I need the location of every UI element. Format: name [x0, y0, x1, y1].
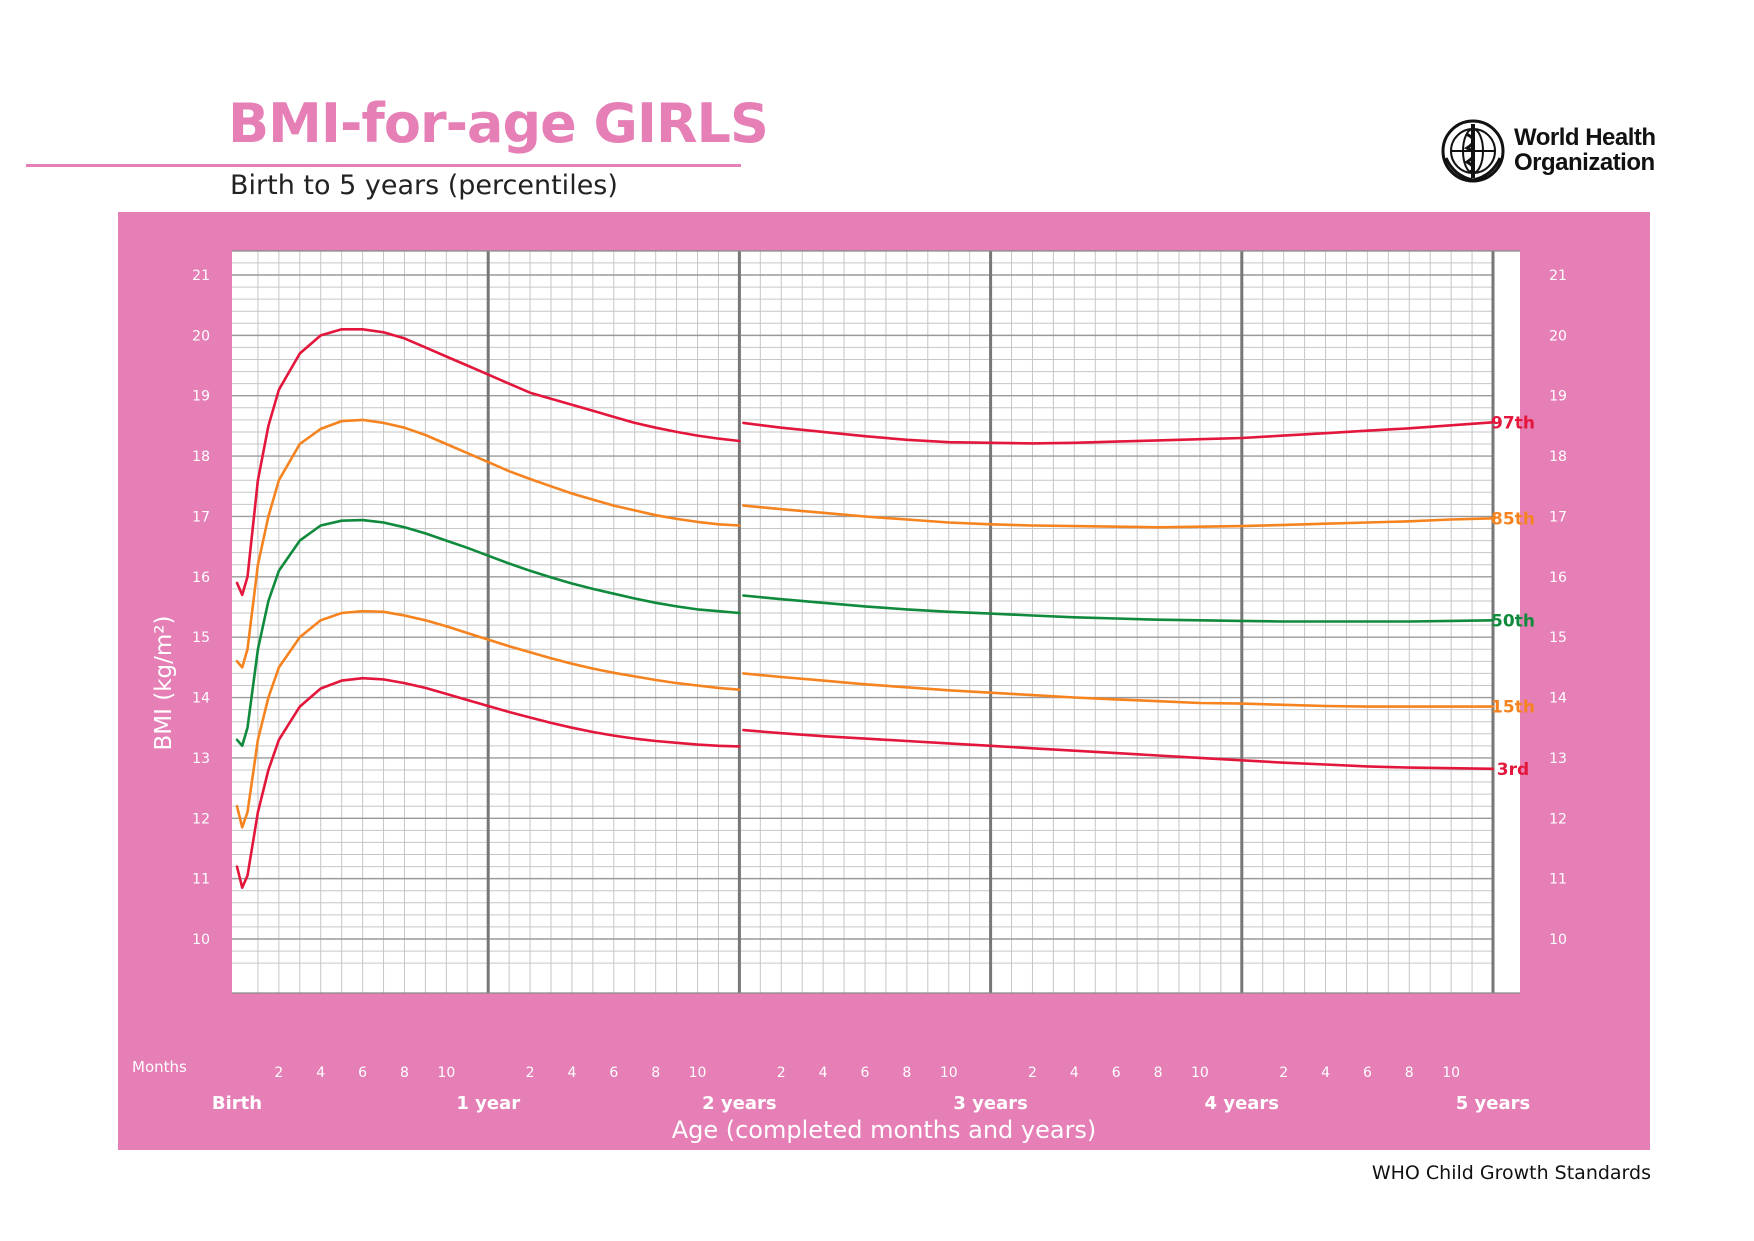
- who-name-line1: World Health: [1514, 124, 1656, 151]
- month-tick-label: 10: [940, 1065, 958, 1081]
- percentile-line-50th-2y-to-5y: [742, 594, 1495, 623]
- y-tick-label-right: 15: [1549, 630, 1567, 646]
- month-tick-label: 8: [1154, 1065, 1163, 1081]
- y-tick-label-left: 20: [192, 328, 210, 344]
- month-tick-label: 6: [609, 1065, 618, 1081]
- month-tick-label: 6: [1363, 1065, 1372, 1081]
- month-tick-label: 8: [400, 1065, 409, 1081]
- month-tick-label: 8: [651, 1065, 660, 1081]
- year-tick-label: 3 years: [953, 1093, 1027, 1114]
- month-tick-label: 2: [1028, 1065, 1037, 1081]
- y-tick-label-left: 14: [192, 691, 210, 707]
- year-tick-label: 5 years: [1456, 1093, 1530, 1114]
- y-tick-label-left: 12: [192, 811, 210, 827]
- y-tick-label-left: 15: [192, 630, 210, 646]
- y-tick-label-right: 14: [1549, 691, 1567, 707]
- y-tick-label-right: 11: [1549, 872, 1567, 888]
- percentile-line-3rd-2y-to-5y: [742, 728, 1495, 771]
- y-tick-label-right: 21: [1549, 268, 1567, 284]
- y-tick-label-left: 11: [192, 872, 210, 888]
- y-tick-label-left: 17: [192, 509, 210, 525]
- y-tick-label-left: 10: [192, 932, 210, 948]
- month-tick-label: 10: [689, 1065, 707, 1081]
- month-tick-label: 4: [316, 1065, 325, 1081]
- month-tick-label: 6: [358, 1065, 367, 1081]
- month-tick-label: 2: [1279, 1065, 1288, 1081]
- who-name-line2: Organization: [1514, 149, 1655, 176]
- year-tick-label: 1 year: [456, 1093, 520, 1114]
- y-tick-label-right: 10: [1549, 932, 1567, 948]
- month-tick-label: 10: [1442, 1065, 1460, 1081]
- footer-source: WHO Child Growth Standards: [1371, 1162, 1651, 1184]
- y-tick-label-right: 20: [1549, 328, 1567, 344]
- month-tick-label: 4: [1070, 1065, 1079, 1081]
- y-tick-label-right: 13: [1549, 751, 1567, 767]
- month-tick-label: 8: [902, 1065, 911, 1081]
- month-tick-label: 4: [567, 1065, 576, 1081]
- percentile-label-3rd: 3rd: [1497, 760, 1529, 780]
- y-tick-label-left: 13: [192, 751, 210, 767]
- month-tick-label: 10: [437, 1065, 455, 1081]
- year-tick-label: 2 years: [702, 1093, 776, 1114]
- y-tick-label-right: 18: [1549, 449, 1567, 465]
- y-tick-label-right: 12: [1549, 811, 1567, 827]
- y-tick-label-right: 16: [1549, 570, 1567, 586]
- percentile-line-97th-2y-to-5y: [742, 421, 1495, 445]
- percentile-line-3rd-birth-to-2y: [235, 676, 741, 889]
- chart-subtitle: Birth to 5 years (percentiles): [230, 170, 618, 201]
- month-tick-label: 2: [274, 1065, 283, 1081]
- percentile-label-15th: 15th: [1491, 698, 1535, 718]
- who-logo: World Health Organization: [1440, 118, 1700, 184]
- percentile-label-97th: 97th: [1491, 413, 1535, 433]
- x-axis-label: Age (completed months and years): [672, 1116, 1097, 1144]
- percentile-line-85th-birth-to-2y: [235, 418, 741, 669]
- y-tick-label-left: 16: [192, 570, 210, 586]
- percentile-line-50th-birth-to-2y: [235, 518, 741, 748]
- month-tick-label: 10: [1191, 1065, 1209, 1081]
- chart-panel: 10 11 12 13 14 15 16 17 18 19 20 21 10 11 12 13 14 15 16 1…: [118, 212, 1650, 1150]
- year-tick-label: 4 years: [1205, 1093, 1279, 1114]
- percentile-label-85th: 85th: [1491, 509, 1535, 529]
- month-tick-label: 4: [819, 1065, 828, 1081]
- y-tick-label-right: 19: [1549, 389, 1567, 405]
- chart-title: BMI-for-age GIRLS: [228, 92, 769, 155]
- month-tick-label: 4: [1321, 1065, 1330, 1081]
- y-tick-label-right: 17: [1549, 509, 1567, 525]
- y-tick-label-left: 21: [192, 268, 210, 284]
- y-axis-label: BMI (kg/m²): [151, 616, 177, 751]
- bmi-chart: 10 11 12 13 14 15 16 17 18 19 20 21 10 11 12 13 14 15 16 1…: [132, 250, 1567, 1144]
- percentile-line-85th-2y-to-5y: [742, 504, 1495, 529]
- percentile-label-50th: 50th: [1491, 611, 1535, 631]
- month-tick-label: 6: [861, 1065, 870, 1081]
- month-tick-label: 6: [1112, 1065, 1121, 1081]
- months-axis-label: Months: [132, 1058, 187, 1076]
- title-underline: [26, 164, 741, 167]
- percentile-line-15th-birth-to-2y: [235, 609, 741, 829]
- who-emblem-icon: [1441, 119, 1505, 183]
- y-tick-label-left: 18: [192, 449, 210, 465]
- month-tick-label: 2: [777, 1065, 786, 1081]
- percentile-line-15th-2y-to-5y: [742, 672, 1495, 708]
- month-tick-label: 2: [526, 1065, 535, 1081]
- y-tick-label-left: 19: [192, 389, 210, 405]
- year-tick-label: Birth: [212, 1093, 262, 1114]
- percentile-line-97th-birth-to-2y: [235, 328, 741, 597]
- month-tick-label: 8: [1405, 1065, 1414, 1081]
